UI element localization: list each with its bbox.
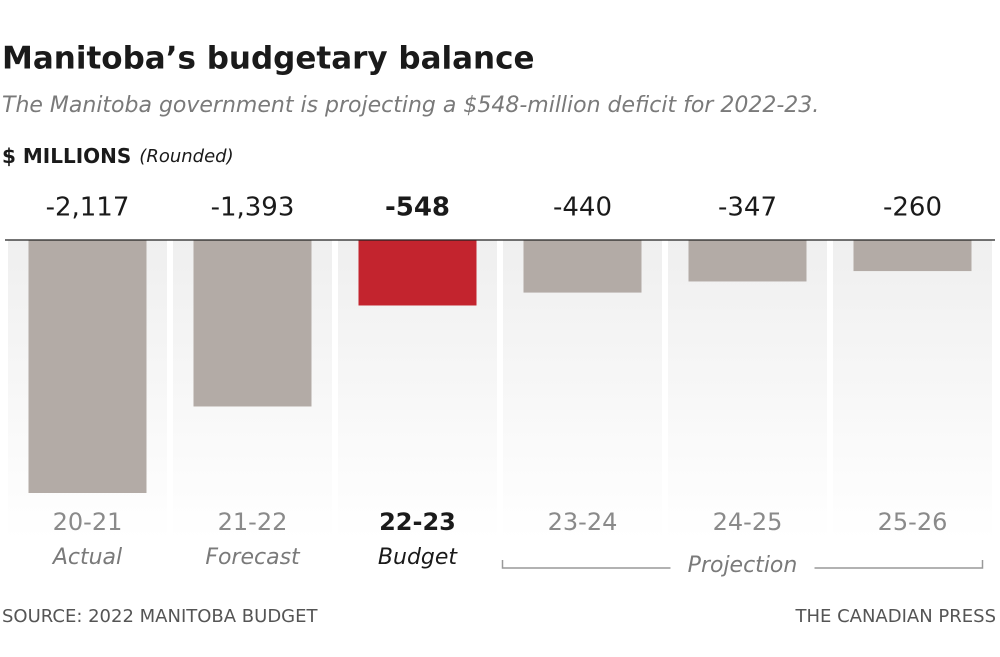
unit-label-text: $ MILLIONS — [2, 144, 131, 168]
credit: THE CANADIAN PRESS — [794, 606, 996, 627]
bar — [193, 240, 312, 407]
x-tick-label: 21-22 — [218, 508, 288, 536]
value-label: -260 — [883, 193, 942, 223]
x-tick-label: 23-24 — [548, 508, 618, 536]
x-tick-label: 25-26 — [878, 508, 948, 536]
bar — [523, 240, 642, 293]
column-background — [833, 240, 992, 540]
column-background — [668, 240, 827, 540]
category-note: Actual — [51, 545, 122, 570]
value-label: -548 — [385, 193, 450, 223]
bar — [28, 240, 147, 493]
chart-title: Manitoba’s budgetary balance — [2, 41, 535, 77]
x-tick-label: 24-25 — [713, 508, 783, 536]
chart-subtitle: The Manitoba government is projecting a … — [2, 93, 819, 118]
value-label: -440 — [553, 193, 612, 223]
bar — [688, 240, 807, 282]
category-note: Budget — [378, 545, 459, 570]
x-tick-label: 20-21 — [53, 508, 123, 536]
category-note: Forecast — [205, 545, 301, 570]
unit-label: $ MILLIONS (Rounded) — [2, 144, 234, 168]
value-label: -347 — [718, 193, 777, 223]
bar — [853, 240, 972, 272]
bar — [358, 240, 477, 306]
group-bracket — [501, 560, 984, 569]
group-label: Projection — [688, 553, 798, 578]
value-label: -2,117 — [46, 193, 130, 223]
x-tick-label: 22-23 — [379, 508, 456, 536]
source: SOURCE: 2022 MANITOBA BUDGET — [2, 606, 319, 627]
unit-note: (Rounded) — [139, 146, 233, 167]
value-label: -1,393 — [211, 193, 295, 223]
